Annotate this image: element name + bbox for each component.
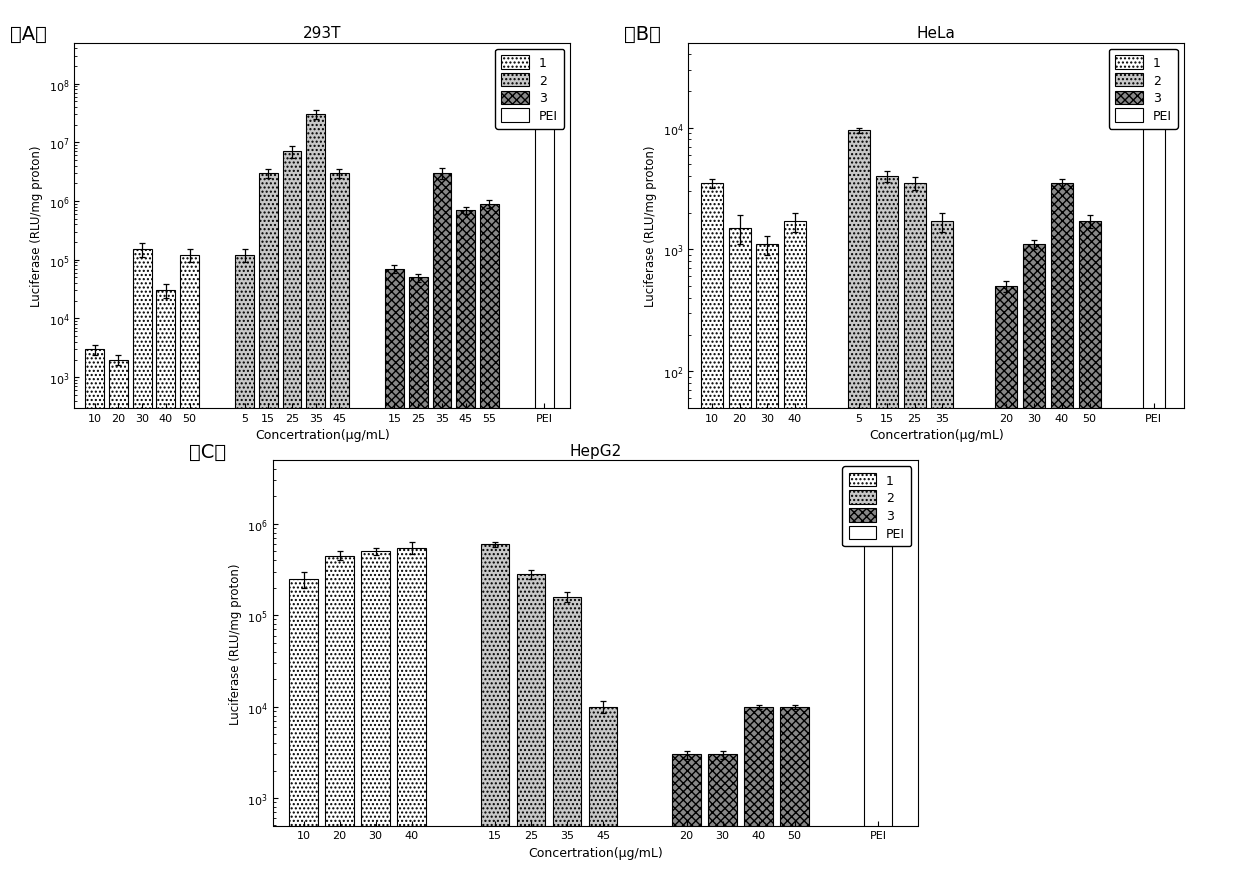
X-axis label: Concertration(μg/mL): Concertration(μg/mL) [255,428,389,441]
Bar [289,580,317,869]
X-axis label: Concertration(μg/mL): Concertration(μg/mL) [528,846,662,859]
Legend: 1, 2, 3, PEI: 1, 2, 3, PEI [495,50,564,129]
Bar [306,115,325,869]
Bar [480,204,498,869]
Bar [325,556,353,869]
Bar [283,152,301,869]
Bar [729,229,750,869]
Bar [589,706,618,869]
Bar [456,211,475,869]
Text: （B）: （B） [624,25,661,44]
Bar [931,222,954,869]
Bar [1052,184,1073,869]
Text: （A）: （A） [10,25,47,44]
Bar [784,222,806,869]
Bar [433,174,451,869]
Bar [361,552,389,869]
Title: 293T: 293T [303,26,342,41]
Bar [744,706,773,869]
Bar [996,287,1018,869]
Bar [756,245,779,869]
Bar [848,131,870,869]
Bar [1079,222,1101,869]
Y-axis label: Luciferase (RLU/mg proton): Luciferase (RLU/mg proton) [228,562,242,724]
Bar [672,754,701,869]
Bar [904,184,925,869]
Y-axis label: Luciferase (RLU/mg proton): Luciferase (RLU/mg proton) [644,145,657,307]
Legend: 1, 2, 3, PEI: 1, 2, 3, PEI [842,467,911,547]
Bar [86,349,104,869]
Legend: 1, 2, 3, PEI: 1, 2, 3, PEI [1109,50,1178,129]
Bar [409,278,428,869]
Bar [133,250,151,869]
X-axis label: Concertration(μg/mL): Concertration(μg/mL) [869,428,1003,441]
Bar [397,548,425,869]
Title: HepG2: HepG2 [569,443,621,458]
Bar [534,115,554,869]
Bar [1143,119,1164,869]
Bar [708,754,737,869]
Text: （C）: （C） [188,442,226,461]
Bar [780,706,808,869]
Bar [553,597,582,869]
Bar [236,255,254,869]
Bar [109,360,128,869]
Y-axis label: Luciferase (RLU/mg proton): Luciferase (RLU/mg proton) [30,145,43,307]
Bar [259,174,278,869]
Bar [864,517,893,869]
Bar [1023,245,1045,869]
Title: HeLa: HeLa [916,26,956,41]
Bar [330,174,348,869]
Bar [481,545,510,869]
Bar [517,574,546,869]
Bar [386,269,404,869]
Bar [701,184,723,869]
Bar [875,177,898,869]
Bar [156,291,175,869]
Bar [180,255,198,869]
